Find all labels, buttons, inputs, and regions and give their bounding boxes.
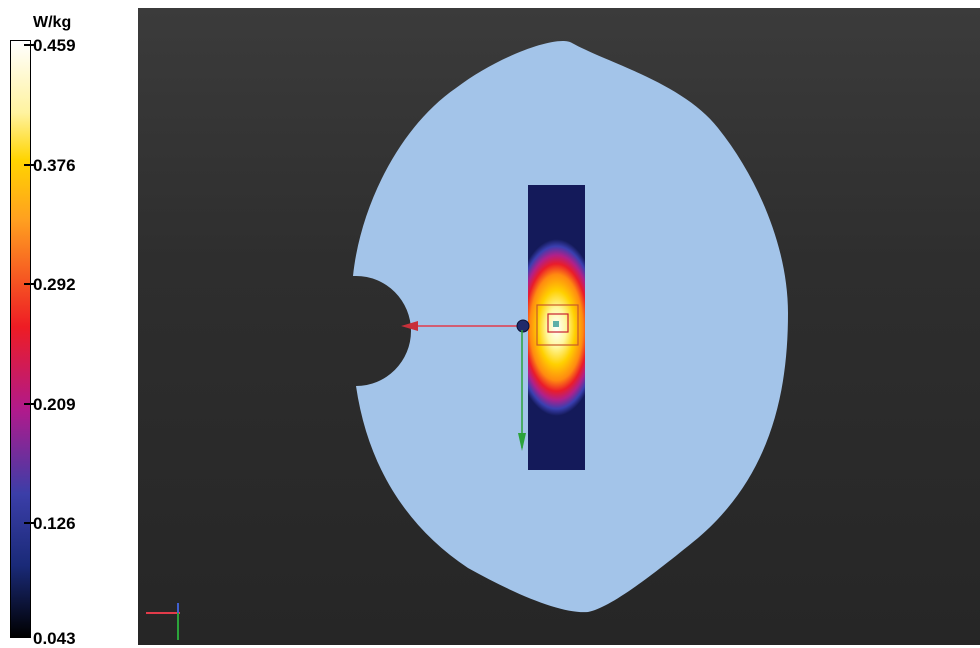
tick-mark (24, 522, 35, 524)
tick-label-max: 0.459 (33, 36, 76, 55)
tick-label: 0.292 (33, 275, 76, 294)
tick-label-min: 0.043 (33, 629, 76, 648)
z-axis-arrow (518, 433, 526, 451)
tick-label: 0.376 (33, 156, 76, 175)
legend-color-bar (10, 40, 31, 638)
legend-unit: W/kg (33, 14, 72, 31)
tick-mark (24, 44, 35, 46)
tick-mark (24, 403, 35, 405)
3d-viewport[interactable] (138, 8, 980, 645)
peak-cube-outer (536, 304, 579, 346)
peak-marker (553, 321, 559, 327)
tick-mark (24, 164, 35, 166)
tick-label: 0.126 (33, 514, 76, 533)
tick-label: 0.209 (33, 395, 76, 414)
tick-mark (24, 283, 35, 285)
axis-triad-icon (146, 603, 180, 640)
color-legend: W/kg 0.459 0.376 0.292 0.2 (0, 0, 138, 648)
peak-cube-inner (547, 313, 569, 333)
source-point-icon (401, 321, 418, 331)
probe-marker-icon[interactable] (516, 319, 530, 333)
